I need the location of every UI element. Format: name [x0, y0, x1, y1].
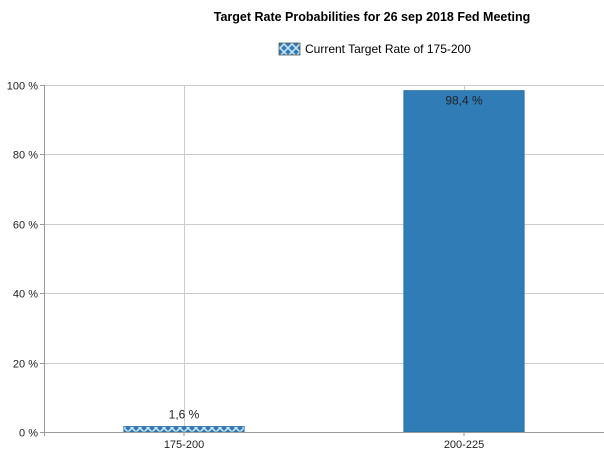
y-tick-label: 60 %	[13, 220, 38, 232]
y-tick-label: 80 %	[13, 150, 38, 162]
chart-title: Target Rate Probabilities for 26 sep 201…	[214, 10, 531, 24]
legend-swatch	[278, 42, 301, 56]
bar-175-200	[123, 426, 245, 433]
y-tick-label: 0 %	[19, 428, 38, 440]
data-label-175-200: 1,6 %	[169, 407, 200, 421]
legend-label: Current Target Rate of 175-200	[305, 42, 471, 56]
data-label-200-225: 98,4 %	[445, 94, 483, 108]
y-tick-label: 40 %	[13, 289, 38, 301]
y-tick-label: 20 %	[13, 359, 38, 371]
bar-200-225	[403, 90, 525, 433]
x-tick-label-200-225: 200-225	[444, 439, 484, 451]
legend: Current Target Rate of 175-200	[278, 42, 471, 56]
y-tick-label: 100 %	[7, 81, 38, 93]
plot-area: 0 % 20 % 40 % 60 % 80 % 100 % 1,6 % 175-200 98,4…	[7, 81, 604, 451]
x-tick-label-175-200: 175-200	[164, 439, 204, 451]
